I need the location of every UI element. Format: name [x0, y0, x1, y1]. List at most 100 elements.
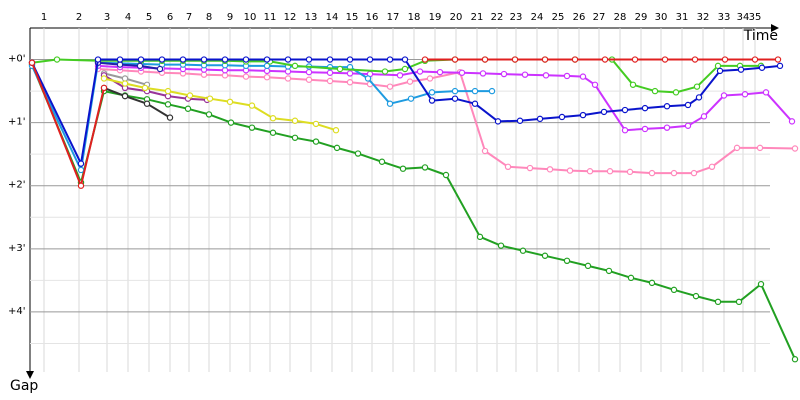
point [606, 168, 614, 175]
x-tick-label: 34 [737, 12, 750, 23]
point [758, 64, 766, 71]
point [494, 118, 502, 125]
x-tick-label: 27 [593, 12, 606, 23]
point [164, 92, 172, 100]
point [346, 56, 354, 63]
point [670, 286, 678, 294]
point [481, 147, 489, 155]
point [541, 252, 549, 259]
point [546, 166, 554, 173]
point [407, 95, 415, 102]
x-tick-label: 15 [346, 12, 359, 23]
point [158, 56, 166, 63]
series-line [31, 61, 492, 171]
point [691, 56, 699, 63]
point [591, 81, 599, 88]
point [116, 61, 124, 68]
point [77, 182, 85, 189]
point [291, 62, 299, 70]
point [695, 94, 703, 101]
point [516, 117, 524, 124]
x-tick-label: 7 [186, 12, 192, 23]
x-tick-label: 19 [429, 12, 442, 23]
point [519, 247, 527, 254]
point [226, 98, 234, 106]
point [200, 56, 208, 63]
point [333, 144, 341, 152]
point [436, 68, 444, 76]
point [186, 92, 194, 99]
point [571, 56, 579, 63]
x-tick-label: 9 [227, 12, 233, 23]
point [663, 103, 671, 110]
point [401, 56, 409, 63]
x-tick-label: 26 [573, 12, 586, 23]
point [631, 56, 639, 63]
x-tick-label: 22 [491, 12, 504, 23]
point [648, 279, 656, 287]
point [442, 171, 450, 179]
point [714, 298, 722, 306]
y-tick-label: +3' [8, 243, 26, 254]
point [700, 113, 708, 120]
series-line [97, 61, 161, 70]
point [426, 75, 434, 82]
x-tick-label: 24 [531, 12, 544, 23]
x-tick-label: 3 [104, 12, 110, 23]
point [600, 108, 608, 116]
point [269, 115, 277, 122]
point [326, 56, 334, 63]
point [721, 56, 729, 63]
point [563, 72, 571, 80]
point [497, 242, 505, 249]
x-tick-label: 13 [305, 12, 318, 23]
point [504, 163, 512, 170]
point [735, 298, 743, 306]
point [121, 80, 129, 87]
series-line [103, 86, 171, 119]
point [284, 56, 292, 63]
x-tick-label: 31 [676, 12, 689, 23]
point [741, 91, 749, 98]
point [396, 72, 404, 79]
point [53, 56, 61, 63]
point [621, 106, 629, 114]
point [737, 66, 745, 73]
x-tick-label: 21 [471, 12, 484, 23]
x-tick-label: 28 [614, 12, 627, 23]
x-tick-label: 2 [76, 12, 82, 23]
point [558, 113, 566, 121]
point [200, 71, 208, 78]
point [536, 115, 544, 123]
point [401, 65, 409, 73]
point [774, 56, 782, 63]
point [626, 168, 634, 176]
point [386, 100, 394, 107]
point [670, 169, 678, 177]
y-tick-label: +0' [8, 54, 26, 65]
point [451, 87, 459, 95]
point [476, 233, 484, 241]
point [563, 257, 571, 265]
point [305, 76, 313, 83]
point [757, 280, 765, 288]
point [77, 166, 85, 174]
point [526, 164, 534, 172]
point [714, 62, 722, 70]
y-axis-label: Gap [10, 378, 38, 394]
x-tick-label: 17 [387, 12, 400, 23]
point [451, 56, 459, 63]
x-tick-label: 1 [41, 12, 47, 23]
point [488, 87, 496, 95]
point [629, 81, 637, 88]
point [326, 77, 334, 85]
point [326, 69, 334, 76]
point [690, 169, 698, 177]
x-tick-label: 10 [244, 12, 257, 23]
x-tick-label: 16 [366, 12, 379, 23]
point [788, 118, 796, 125]
point [242, 56, 250, 63]
x-axis-label: Time [743, 28, 778, 44]
point [263, 74, 271, 81]
